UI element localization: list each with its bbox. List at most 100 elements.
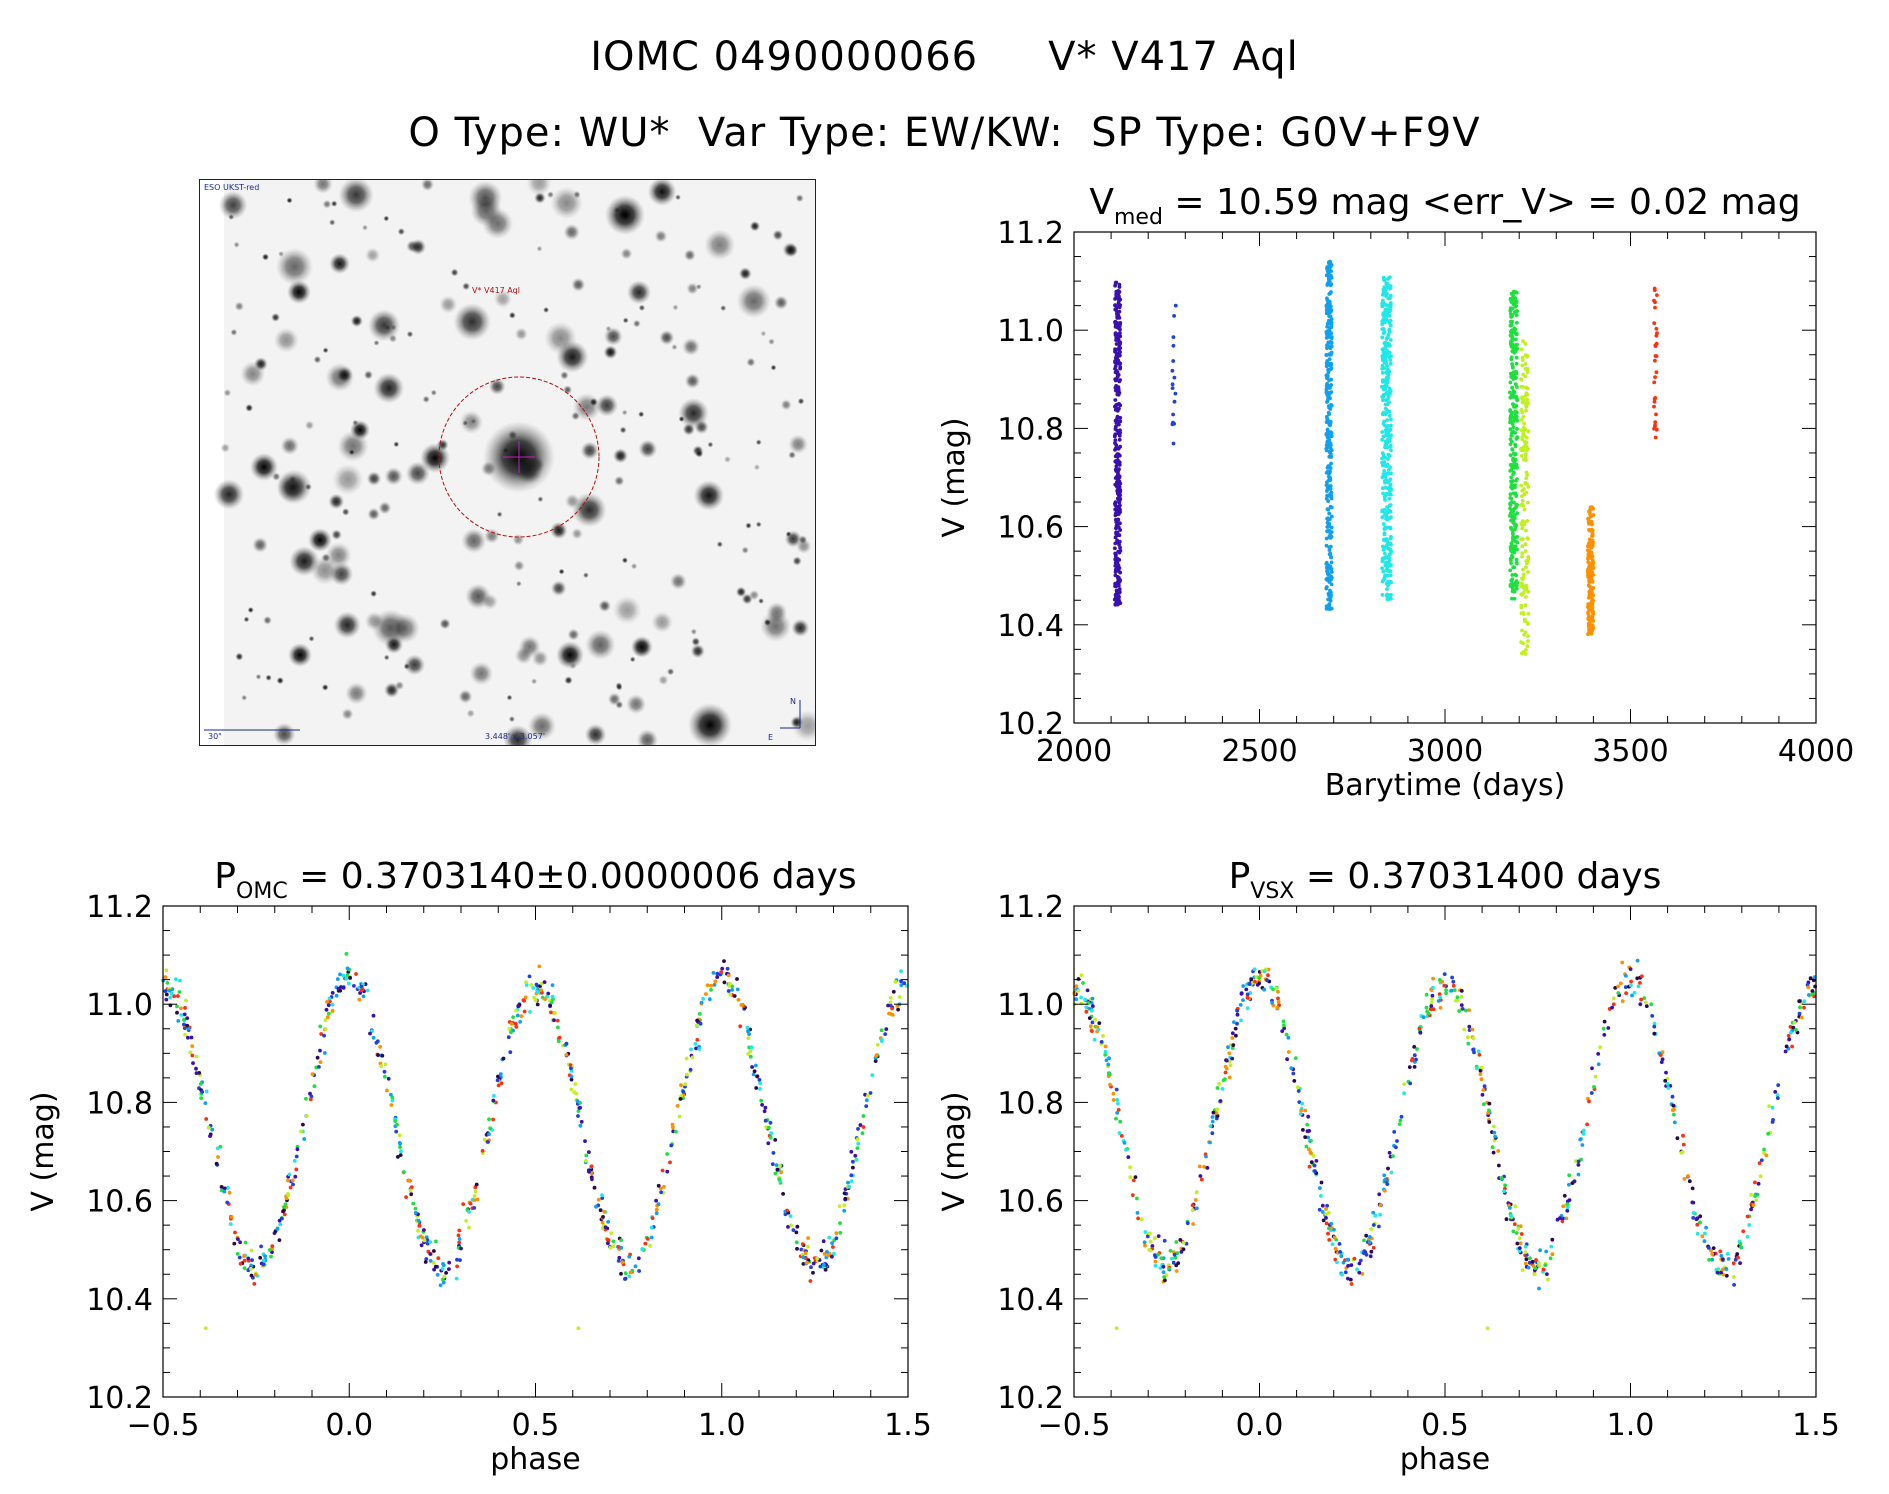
phase-point	[278, 1222, 283, 1227]
lc-point	[1521, 567, 1525, 572]
lc-point	[1513, 491, 1518, 496]
phase-point	[549, 1000, 554, 1005]
phase-point	[1724, 1267, 1729, 1272]
lc-point	[1328, 261, 1333, 266]
lc-point	[1328, 419, 1333, 424]
phase-point	[1476, 1049, 1481, 1054]
field-star	[484, 528, 500, 544]
lc-point	[1520, 385, 1525, 389]
lc-point	[1383, 473, 1387, 478]
lc-point	[1511, 345, 1515, 349]
phase-point	[1718, 1249, 1723, 1254]
lc-point	[1324, 361, 1329, 365]
lc-point	[1586, 603, 1591, 608]
lc-point	[1387, 386, 1392, 391]
lc-point	[1513, 349, 1518, 354]
lc-point	[1523, 342, 1528, 346]
phase-point	[1371, 1245, 1376, 1250]
lc-point	[1589, 577, 1594, 581]
phase-point	[1181, 1247, 1186, 1252]
lc-point	[1513, 544, 1518, 548]
phase-point	[538, 984, 542, 988]
lc-point	[1512, 544, 1517, 549]
lc-point	[1115, 568, 1119, 573]
lc-point	[1380, 292, 1385, 297]
lc-point	[1327, 511, 1332, 516]
lc-point	[1328, 595, 1333, 600]
lc-point	[1511, 458, 1515, 462]
lc-point	[1113, 554, 1118, 558]
lc-point	[1117, 324, 1122, 329]
phase-point	[259, 1261, 264, 1266]
phase-point	[1362, 1238, 1366, 1243]
phase-point	[1629, 979, 1633, 984]
phase-point	[1470, 1035, 1475, 1040]
phase-point	[1428, 1007, 1433, 1012]
phase-point	[1490, 1130, 1494, 1134]
phase-point	[1560, 1219, 1565, 1224]
lc-point	[1326, 303, 1331, 308]
lc-point	[1325, 398, 1330, 403]
phase-point	[1710, 1257, 1715, 1262]
lc-point	[1382, 353, 1387, 357]
lc-point	[1586, 612, 1591, 616]
phase-point	[1150, 1246, 1155, 1251]
phase-point	[849, 1173, 854, 1178]
lc-point	[1114, 354, 1119, 359]
lc-point	[1508, 308, 1513, 313]
lc-point	[1118, 493, 1122, 498]
phase-point	[1227, 1051, 1232, 1056]
lc-point	[1383, 442, 1388, 447]
phase-point	[1266, 973, 1270, 978]
lc-point	[1521, 575, 1526, 580]
lc-point	[1591, 609, 1595, 614]
lc-point	[1385, 342, 1390, 347]
lc-point	[1520, 582, 1524, 587]
lc-point	[1511, 451, 1516, 456]
phase-point	[1340, 1272, 1344, 1277]
field-star	[638, 439, 658, 459]
phase-point	[1751, 1203, 1756, 1208]
lc-point	[1515, 465, 1519, 470]
lc-point	[1385, 445, 1390, 450]
lc-point	[1113, 602, 1118, 607]
lc-point	[1383, 485, 1388, 490]
lc-point	[1587, 565, 1591, 570]
lc-point	[1587, 510, 1592, 515]
lc-point	[1387, 296, 1391, 301]
phase-point	[282, 1205, 287, 1209]
lightcurve-xtick-label: 3500	[1592, 734, 1668, 769]
phase-point	[472, 1194, 477, 1198]
lc-point	[1326, 404, 1331, 408]
lc-point	[1590, 563, 1594, 568]
lc-point	[1511, 583, 1516, 588]
phase-point	[789, 1223, 793, 1228]
phase-point	[458, 1258, 462, 1262]
phase-point	[1698, 1220, 1702, 1225]
lc-point	[1508, 556, 1513, 561]
phase-point	[1523, 1261, 1528, 1266]
lc-point	[1514, 395, 1519, 399]
phase-point	[766, 1141, 771, 1146]
phase-point	[1282, 1026, 1287, 1031]
field-star	[373, 372, 405, 404]
field-star	[393, 441, 400, 448]
lc-point	[1114, 530, 1119, 535]
lc-point	[1514, 478, 1518, 483]
phase-point	[752, 1069, 757, 1074]
phase-point	[318, 1024, 323, 1029]
lc-point	[1114, 523, 1119, 528]
lc-point	[1113, 356, 1118, 360]
lc-point	[1329, 323, 1334, 327]
phase-point	[262, 1263, 267, 1267]
lc-point	[1118, 510, 1122, 514]
phase-point	[1235, 1007, 1239, 1012]
phase-point	[748, 1049, 753, 1054]
lc-point	[1115, 508, 1120, 513]
phase-point	[334, 985, 339, 990]
phase-point	[1218, 1100, 1223, 1105]
lc-point	[1116, 575, 1121, 580]
phase-point	[1795, 1030, 1800, 1035]
phase-point	[1343, 1258, 1347, 1262]
phase-point	[675, 1104, 680, 1108]
